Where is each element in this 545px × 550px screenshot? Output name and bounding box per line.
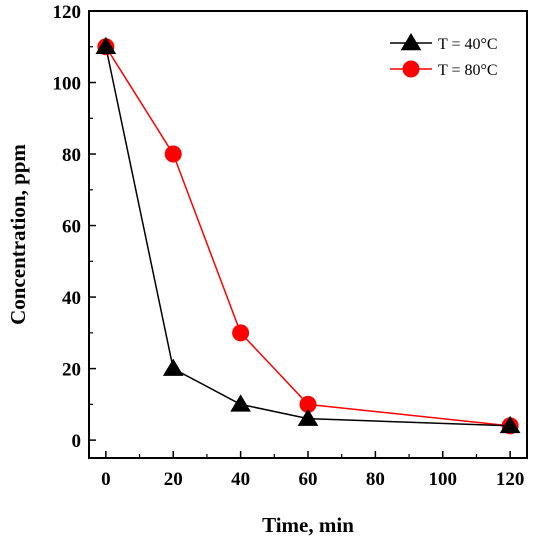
series-80c-point <box>232 324 250 342</box>
series-40c-point <box>230 394 251 412</box>
legend-marker <box>402 60 420 78</box>
series-40c-line <box>105 46 511 427</box>
series-40c-point <box>95 36 117 55</box>
legend-marker <box>400 33 422 51</box>
y-axis-title: Concentration, ppm <box>6 144 30 325</box>
x-tick-label: 120 <box>496 469 525 490</box>
legend-entry-80c: T = 80°C <box>390 60 498 79</box>
y-tick-label: 80 <box>62 145 81 166</box>
series-80c <box>97 38 519 435</box>
legend-entry-40c: T = 40°C <box>390 33 498 53</box>
legend-label: T = 80°C <box>438 62 498 79</box>
y-tick-label: 20 <box>62 360 81 381</box>
y-tick-label: 100 <box>53 74 82 95</box>
x-tick-label: 80 <box>366 469 385 490</box>
y-tick-label: 60 <box>62 217 81 238</box>
x-axis-title: Time, min <box>262 513 354 537</box>
x-tick-label: 40 <box>231 469 250 490</box>
x-tick-label: 20 <box>164 469 183 490</box>
y-tick-label: 120 <box>53 2 82 23</box>
y-tick-label: 40 <box>62 288 81 309</box>
series-40c-point <box>499 415 521 434</box>
x-tick-label: 60 <box>299 469 318 490</box>
legend: T = 40°C T = 80°C <box>390 33 498 79</box>
legend-label: T = 40°C <box>438 36 498 53</box>
series-80c-point <box>164 145 182 163</box>
series-40c <box>95 36 521 434</box>
x-tick-label: 100 <box>429 469 458 490</box>
series-40c-point <box>162 358 184 376</box>
x-tick-label: 0 <box>101 469 111 490</box>
y-tick-label: 0 <box>72 431 82 452</box>
series-80c-line <box>105 46 511 427</box>
series-40c-point <box>297 408 319 426</box>
